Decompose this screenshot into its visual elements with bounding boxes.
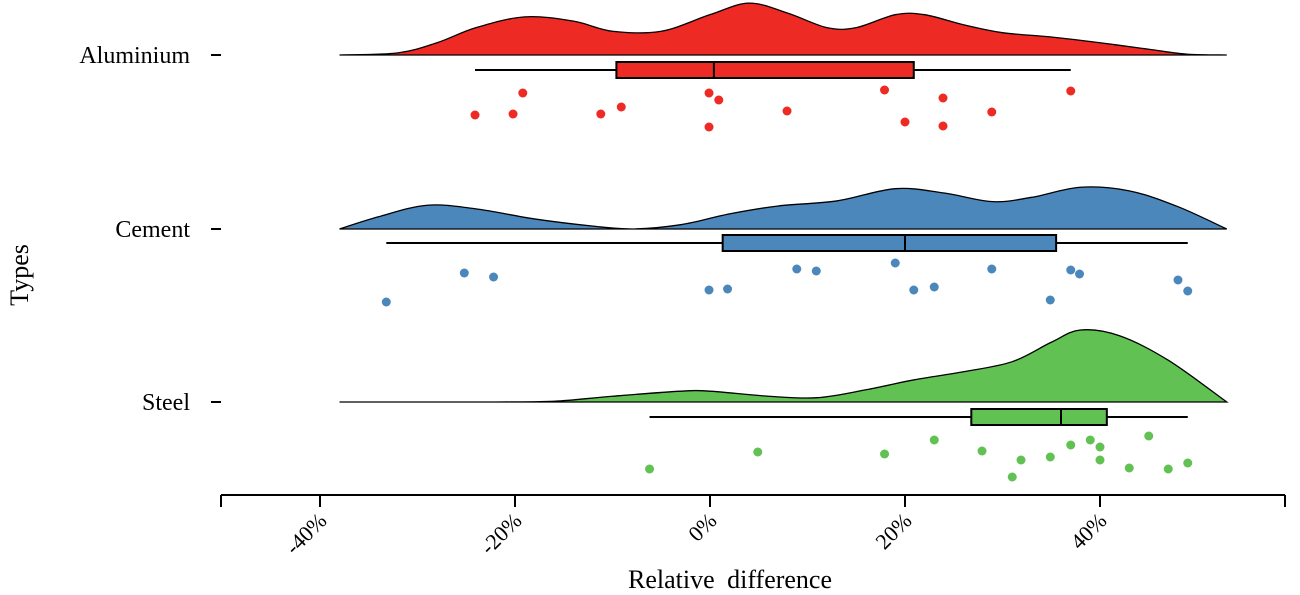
density-cement bbox=[339, 186, 1228, 230]
point-aluminium bbox=[900, 117, 910, 127]
point-aluminium bbox=[518, 88, 528, 98]
point-steel bbox=[1095, 442, 1105, 452]
density-aluminium bbox=[339, 2, 1227, 56]
point-steel bbox=[645, 464, 655, 474]
point-aluminium bbox=[470, 110, 480, 120]
x-axis-title: Relative difference bbox=[628, 565, 832, 594]
point-steel bbox=[753, 447, 763, 457]
point-steel bbox=[1085, 435, 1095, 445]
point-aluminium bbox=[1066, 86, 1076, 96]
point-steel bbox=[1007, 472, 1017, 482]
point-cement bbox=[704, 285, 714, 295]
point-aluminium bbox=[616, 102, 626, 112]
point-cement bbox=[1066, 265, 1076, 275]
point-cement bbox=[723, 284, 733, 294]
point-cement bbox=[909, 285, 919, 295]
point-cement bbox=[890, 258, 900, 268]
point-cement bbox=[811, 266, 821, 276]
point-steel bbox=[929, 435, 939, 445]
density-layer bbox=[339, 2, 1229, 403]
x-axis: -40% -20% 0% 20% 40% bbox=[220, 494, 1286, 559]
points-layer bbox=[381, 85, 1193, 482]
y-axis-title: Types bbox=[5, 244, 34, 306]
point-aluminium bbox=[938, 121, 948, 131]
y-axis: Aluminium Cement Steel bbox=[79, 43, 221, 416]
point-cement bbox=[792, 264, 802, 274]
y-tick-label: Steel bbox=[142, 390, 190, 416]
point-aluminium bbox=[704, 122, 714, 132]
point-steel bbox=[880, 449, 890, 459]
x-tick-label: 40% bbox=[1065, 508, 1111, 554]
y-tick-label: Cement bbox=[115, 217, 190, 243]
point-steel bbox=[1066, 440, 1076, 450]
point-steel bbox=[1163, 464, 1173, 474]
point-aluminium bbox=[596, 109, 606, 119]
density-steel bbox=[339, 329, 1229, 403]
point-aluminium bbox=[987, 107, 997, 117]
point-cement bbox=[929, 282, 939, 292]
point-aluminium bbox=[714, 95, 724, 105]
box-cement bbox=[721, 234, 1058, 252]
point-steel bbox=[977, 446, 987, 456]
box-steel bbox=[970, 408, 1108, 426]
point-aluminium bbox=[782, 106, 792, 116]
point-cement bbox=[381, 297, 391, 307]
point-aluminium bbox=[704, 88, 714, 98]
y-tick-label: Aluminium bbox=[79, 43, 190, 69]
point-cement bbox=[987, 264, 997, 274]
point-steel bbox=[1183, 458, 1193, 468]
point-steel bbox=[1144, 431, 1154, 441]
x-tick-label: -40% bbox=[280, 508, 331, 559]
point-steel bbox=[1124, 463, 1134, 473]
point-aluminium bbox=[508, 109, 518, 119]
x-tick-label: 0% bbox=[683, 508, 721, 546]
point-aluminium bbox=[880, 85, 890, 95]
point-steel bbox=[1016, 455, 1026, 465]
point-aluminium bbox=[938, 93, 948, 103]
point-steel bbox=[1045, 452, 1055, 462]
boxplot-layer bbox=[386, 61, 1188, 426]
point-cement bbox=[1173, 275, 1183, 285]
x-tick-label: 20% bbox=[870, 508, 916, 554]
point-cement bbox=[459, 268, 469, 278]
point-cement bbox=[1075, 269, 1085, 279]
point-cement bbox=[489, 272, 499, 282]
point-steel bbox=[1095, 455, 1105, 465]
x-tick-label: -20% bbox=[475, 508, 526, 559]
box-aluminium bbox=[615, 61, 915, 79]
point-cement bbox=[1045, 295, 1055, 305]
point-cement bbox=[1183, 286, 1193, 296]
